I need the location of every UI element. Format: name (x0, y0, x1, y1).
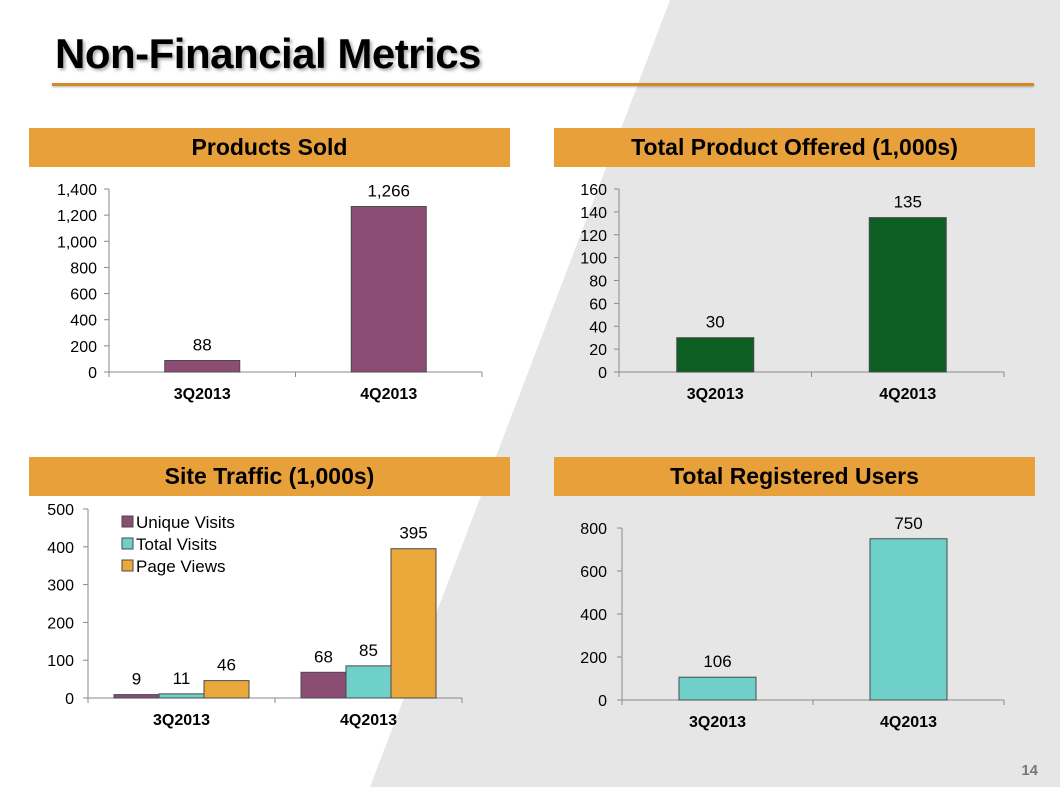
users-data-label: 750 (894, 514, 922, 533)
traffic-legend-swatch-0 (121, 515, 134, 528)
slide-title: Non-Financial Metrics (55, 30, 481, 77)
products-data-label: 88 (193, 335, 212, 354)
traffic-data-label: 395 (399, 524, 427, 543)
traffic-y-tick-label: 500 (47, 502, 74, 519)
traffic-y-tick-label: 300 (47, 578, 74, 595)
products-bar-4Q2013-0 (350, 206, 427, 373)
traffic-x-label-3Q2013: 3Q2013 (153, 712, 210, 729)
products-bar-3Q2013-0 (164, 359, 241, 373)
offered-y-tick-label: 60 (589, 296, 607, 313)
traffic-bar-3Q2013-2 (203, 680, 250, 699)
traffic-legend-swatch-2 (121, 559, 134, 572)
users-data-label: 106 (703, 652, 731, 671)
traffic-legend-label-0: Unique Visits (136, 513, 235, 532)
offered-y-tick-label: 100 (580, 251, 607, 268)
offered-y-tick-label: 40 (589, 319, 607, 336)
products-x-label-4Q2013: 4Q2013 (360, 386, 417, 403)
offered-data-label: 135 (894, 193, 922, 212)
products-data-label: 1,266 (367, 182, 410, 201)
title-underline (52, 83, 1034, 86)
users-bar-3Q2013-0 (678, 676, 757, 701)
traffic-bar-4Q2013-2 (390, 548, 437, 699)
offered-y-tick-label: 80 (589, 274, 607, 291)
users-x-label-4Q2013: 4Q2013 (880, 714, 937, 731)
offered-x-label-4Q2013: 4Q2013 (879, 386, 936, 403)
users-x-label-3Q2013: 3Q2013 (689, 714, 746, 731)
products-sold-header: Products Sold (29, 128, 510, 167)
traffic-x-label-4Q2013: 4Q2013 (340, 712, 397, 729)
traffic-y-tick-label: 400 (47, 540, 74, 557)
products-y-tick-label: 1,000 (57, 234, 97, 251)
products-x-label-3Q2013: 3Q2013 (174, 386, 231, 403)
users-y-tick-label: 0 (598, 693, 607, 710)
traffic-data-label: 85 (359, 641, 378, 660)
products-y-tick-label: 1,200 (57, 208, 97, 225)
traffic-y-tick-label: 200 (47, 615, 74, 632)
offered-y-tick-label: 140 (580, 205, 607, 222)
traffic-data-label: 46 (217, 656, 236, 675)
total-product-offered-header: Total Product Offered (1,000s) (554, 128, 1035, 167)
site-traffic-header: Site Traffic (1,000s) (29, 457, 510, 496)
products-y-tick-label: 600 (70, 287, 97, 304)
offered-x-label-3Q2013: 3Q2013 (687, 386, 744, 403)
users-y-tick-label: 800 (580, 521, 607, 538)
total-registered-users-header: Total Registered Users (554, 457, 1035, 496)
traffic-data-label: 11 (173, 669, 191, 688)
traffic-legend-label-1: Total Visits (136, 535, 217, 554)
offered-data-label: 30 (706, 313, 725, 332)
offered-bar-4Q2013-0 (868, 217, 947, 373)
page-number: 14 (1021, 762, 1038, 779)
products-y-tick-label: 1,400 (57, 182, 97, 199)
products-y-tick-label: 400 (70, 313, 97, 330)
users-y-tick-label: 400 (580, 607, 607, 624)
traffic-y-tick-label: 0 (65, 691, 74, 708)
users-bar-4Q2013-0 (869, 538, 948, 701)
traffic-bar-4Q2013-1 (345, 665, 392, 699)
offered-y-tick-label: 120 (580, 228, 607, 245)
products-y-tick-label: 800 (70, 260, 97, 277)
traffic-data-label: 68 (314, 647, 333, 666)
traffic-legend-label-2: Page Views (136, 557, 225, 576)
offered-bar-3Q2013-0 (676, 337, 755, 373)
products-y-tick-label: 200 (70, 339, 97, 356)
users-y-tick-label: 600 (580, 564, 607, 581)
offered-y-tick-label: 20 (589, 342, 607, 359)
offered-y-tick-label: 0 (598, 365, 607, 382)
traffic-y-tick-label: 100 (47, 653, 74, 670)
traffic-bar-4Q2013-0 (300, 671, 347, 699)
traffic-data-label: 9 (132, 670, 141, 689)
products-y-tick-label: 0 (88, 365, 97, 382)
users-y-tick-label: 200 (580, 650, 607, 667)
traffic-legend-swatch-1 (121, 537, 134, 550)
offered-y-tick-label: 160 (580, 182, 607, 199)
